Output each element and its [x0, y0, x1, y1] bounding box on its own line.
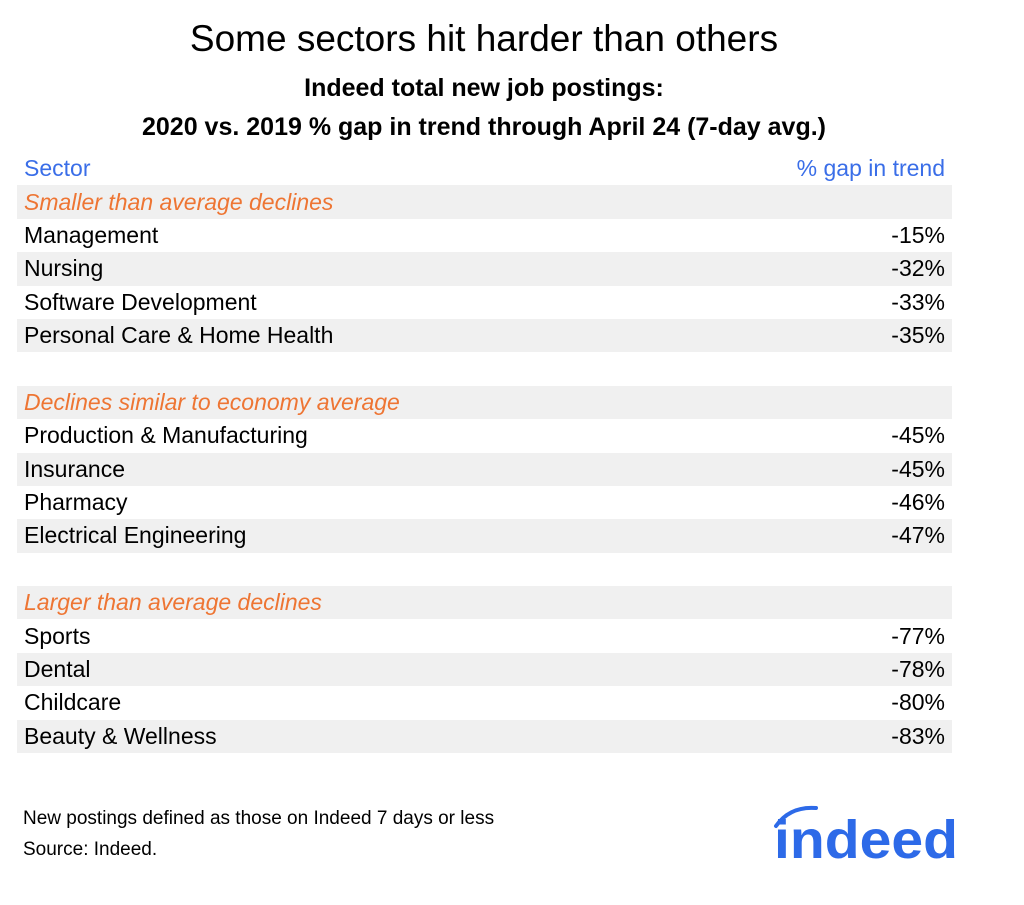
group-label: Smaller than average declines	[24, 188, 334, 215]
data-table: Sector % gap in trend Smaller than avera…	[17, 152, 952, 754]
gap-value: -78%	[891, 656, 945, 683]
group-label: Declines similar to economy average	[24, 388, 400, 415]
table-row: Insurance -45%	[17, 452, 952, 486]
table-row: Production & Manufacturing -45%	[17, 419, 952, 452]
sector-name: Nursing	[24, 255, 104, 282]
table-row: Pharmacy -46%	[17, 486, 952, 519]
table-row: Childcare -80%	[17, 686, 952, 719]
sector-name: Insurance	[24, 455, 126, 482]
column-header-gap: % gap in trend	[796, 155, 945, 182]
spacer-row	[17, 352, 952, 385]
spacer-row	[17, 553, 952, 586]
sector-name: Beauty & Wellness	[24, 722, 217, 749]
footnote: New postings defined as those on Indeed …	[23, 808, 495, 829]
svg-text:indeed: indeed	[774, 810, 958, 864]
gap-value: -46%	[891, 489, 945, 516]
sector-name: Software Development	[24, 288, 257, 315]
gap-value: -47%	[891, 522, 945, 549]
source-note: Source: Indeed.	[23, 839, 158, 860]
sector-name: Production & Manufacturing	[24, 422, 308, 449]
indeed-logo: indeed	[774, 805, 958, 864]
group-header-row: Larger than average declines	[17, 586, 952, 620]
gap-value: -45%	[891, 455, 945, 482]
group-label: Larger than average declines	[24, 589, 322, 616]
group-header-row: Declines similar to economy average	[17, 385, 952, 420]
chart-subtitle: Indeed total new job postings:	[304, 74, 664, 102]
table-row: Management -15%	[17, 219, 952, 252]
sector-name: Pharmacy	[24, 489, 128, 516]
sector-name: Personal Care & Home Health	[24, 322, 334, 349]
group-header-row: Smaller than average declines	[17, 185, 952, 219]
sector-name: Management	[24, 221, 159, 248]
sector-name: Sports	[24, 622, 91, 649]
gap-value: -35%	[891, 322, 945, 349]
chart-title: Some sectors hit harder than others	[189, 18, 779, 59]
gap-value: -45%	[891, 422, 945, 449]
sector-name: Childcare	[24, 689, 122, 716]
table-row: Sports -77%	[17, 619, 952, 652]
chart-subtitle-2: 2020 vs. 2019 % gap in trend through Apr…	[142, 113, 826, 141]
table-row: Dental -78%	[17, 652, 952, 687]
table-row: Software Development -33%	[17, 286, 952, 319]
table-row: Nursing -32%	[17, 252, 952, 286]
gap-value: -77%	[891, 622, 945, 649]
gap-value: -80%	[891, 689, 945, 716]
column-header-sector: Sector	[24, 155, 91, 182]
table-header: Sector % gap in trend	[17, 152, 952, 185]
sector-name: Dental	[24, 656, 91, 683]
gap-value: -15%	[891, 221, 945, 248]
gap-value: -83%	[891, 722, 945, 749]
table-row: Beauty & Wellness -83%	[17, 719, 952, 754]
sector-name: Electrical Engineering	[24, 522, 247, 549]
table-row: Electrical Engineering -47%	[17, 519, 952, 553]
gap-value: -33%	[891, 288, 945, 315]
table-row: Personal Care & Home Health -35%	[17, 318, 952, 353]
gap-value: -32%	[891, 255, 945, 282]
